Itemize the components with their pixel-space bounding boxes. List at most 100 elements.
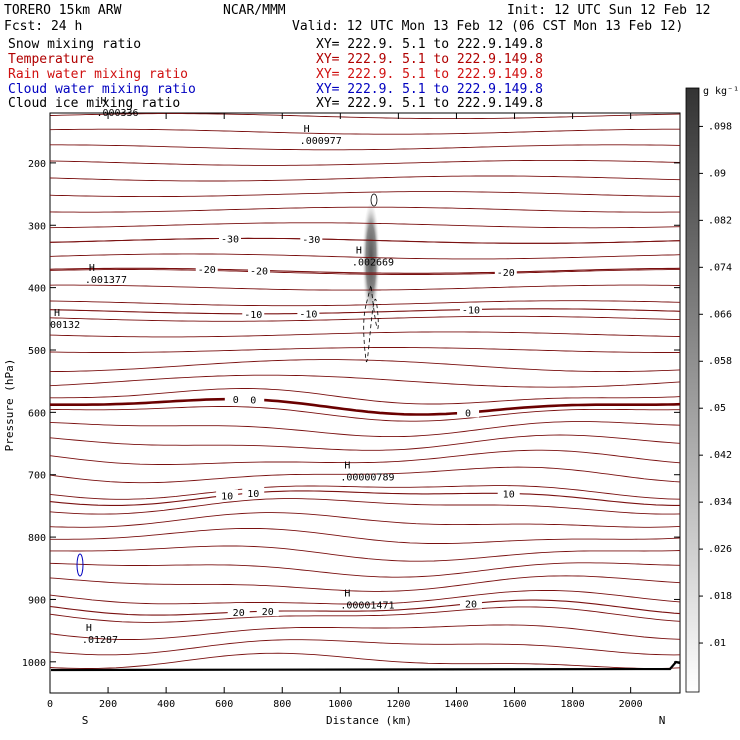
contour-label: 20 [233, 608, 245, 619]
contour-label: -10 [299, 309, 317, 320]
contour-label: -30 [302, 235, 320, 246]
legend-cloud-water: Cloud water mixing ratio [8, 82, 196, 97]
contour-label: 10 [503, 489, 515, 500]
contour-label-bg [242, 393, 265, 405]
x-tick-label: 200 [99, 699, 117, 710]
isotherm [50, 388, 681, 405]
cloud-water-contour [76, 553, 84, 577]
ice-contour-small [370, 193, 378, 207]
extremum-marker: H [304, 124, 310, 135]
isotherm [49, 269, 680, 275]
legend-cloud-ice-xy: XY= 222.9. 5.1 to 222.9.149.8 [316, 96, 543, 111]
contour-label-bg [459, 597, 482, 609]
isotherm [49, 191, 681, 198]
contour-label: -10 [244, 310, 262, 321]
isotherm [49, 331, 681, 338]
isotherm [49, 374, 681, 388]
isotherm [49, 300, 681, 307]
model-title: TORERO 15km ARW [4, 3, 122, 18]
isotherm [49, 434, 681, 451]
y-axis-label: Pressure (hPa) [3, 359, 16, 452]
isotherm [49, 449, 681, 465]
isotherm [49, 590, 681, 605]
extremum-marker: H [344, 461, 350, 472]
contour-label-bg [497, 487, 520, 499]
colorbar-tick-label: .066 [708, 309, 732, 320]
isotherm [49, 512, 681, 528]
isotherm [50, 545, 681, 562]
x-tick-label: 1000 [328, 699, 352, 710]
colorbar-tick-label: .018 [708, 591, 732, 602]
contour-label: -30 [221, 234, 239, 245]
isotherm [49, 222, 681, 229]
contour-label-bg [195, 263, 218, 275]
y-tick-label: 300 [28, 221, 46, 232]
colorbar-tick-label: .082 [708, 215, 732, 226]
terrain-line [50, 660, 681, 672]
x-tick-label: 1600 [502, 699, 526, 710]
isotherm [49, 315, 681, 322]
extremum-value: 00132 [50, 320, 80, 331]
forecast-hour: Fcst: 24 h [4, 19, 82, 34]
extremum-value: .002669 [352, 258, 394, 269]
isotherm-labeled [50, 397, 681, 416]
isotherm [49, 498, 681, 515]
colorbar-tick-label: .098 [708, 121, 732, 132]
legend-temperature-xy: XY= 222.9. 5.1 to 222.9.149.8 [316, 52, 543, 67]
x-tick-label: 1400 [444, 699, 468, 710]
extremum-marker: H [89, 263, 95, 274]
legend-rain-xy: XY= 222.9. 5.1 to 222.9.149.8 [316, 67, 543, 82]
isotherm [49, 284, 681, 291]
x-tick-label: 600 [215, 699, 233, 710]
contour-label-bg [457, 406, 480, 418]
contour-label: 10 [221, 491, 233, 502]
x-tick-label: 0 [47, 699, 53, 710]
colorbar-tick-label: .042 [708, 450, 732, 461]
y-tick-label: 1000 [22, 658, 46, 669]
valid-time: Valid: 12 UTC Mon 13 Feb 12 (06 CST Mon … [292, 19, 683, 34]
colorbar-ramp [685, 87, 700, 693]
isotherm [49, 159, 681, 166]
ice-contour [363, 284, 379, 363]
extremum-marker: H [54, 308, 60, 319]
contour-label: -20 [497, 268, 515, 279]
x-tick-label: 1200 [386, 699, 410, 710]
colorbar-tick-label: .09 [708, 168, 726, 179]
extremum-marker: H [86, 623, 92, 634]
contour-label: 20 [465, 600, 477, 611]
colorbar-tick-label: .01 [708, 638, 726, 649]
legend-temperature: Temperature [8, 52, 94, 67]
isotherm [49, 113, 681, 120]
extremum-value: .000977 [300, 136, 342, 147]
contour-label-bg [494, 266, 517, 278]
contour-label: 0 [465, 408, 471, 419]
x-axis-label: Distance (km) [326, 714, 412, 727]
y-tick-label: 900 [28, 595, 46, 606]
extremum-value: .00001471 [340, 601, 394, 612]
contour-label: 0 [250, 396, 256, 407]
contour-label: 0 [233, 395, 239, 406]
contour-label: 20 [262, 607, 274, 618]
legend-snow-xy: XY= 222.9. 5.1 to 222.9.149.8 [316, 37, 543, 52]
colorbar-tick-label: .058 [708, 356, 732, 367]
legend-cloud-ice: Cloud ice mixing ratio [8, 96, 180, 111]
contour-label-bg [227, 606, 250, 618]
y-tick-label: 700 [28, 471, 46, 482]
isotherm [50, 527, 681, 544]
legend-cloud-water-xy: XY= 222.9. 5.1 to 222.9.149.8 [316, 82, 543, 97]
isotherm [49, 562, 681, 578]
legend-snow: Snow mixing ratio [8, 37, 141, 52]
contour-label-bg [248, 264, 271, 276]
isotherm [49, 206, 680, 213]
contour-label-bg [297, 307, 320, 319]
isotherm-labeled [49, 599, 681, 616]
isotherm [50, 144, 681, 151]
extremum-marker: H [100, 96, 106, 107]
contour-label-bg [300, 232, 323, 244]
colorbar-tick-label: .074 [708, 262, 732, 273]
y-tick-label: 800 [28, 533, 46, 544]
org-title: NCAR/MMM [223, 3, 286, 18]
north-endpoint: N [659, 714, 666, 727]
